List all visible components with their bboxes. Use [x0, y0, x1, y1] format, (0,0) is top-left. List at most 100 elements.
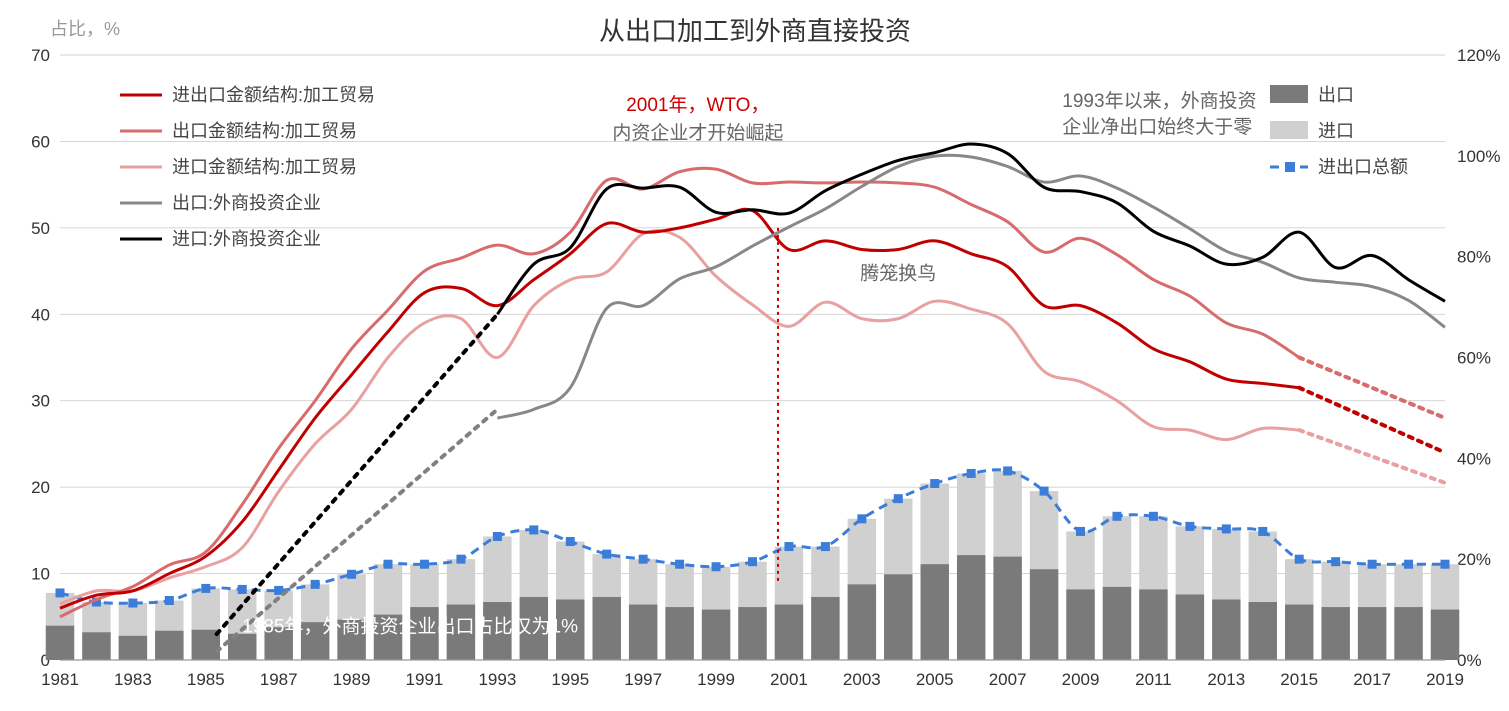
- svg-text:50: 50: [31, 219, 50, 238]
- bar-export: [884, 574, 912, 660]
- legend-item: 进口金额结构:加工贸易: [172, 157, 357, 177]
- svg-text:1997: 1997: [624, 670, 662, 689]
- line-total-trade-marker: [821, 542, 830, 551]
- svg-text:70: 70: [31, 46, 50, 65]
- bar-export: [1249, 602, 1277, 660]
- bar-export: [921, 564, 949, 660]
- svg-text:10: 10: [31, 565, 50, 584]
- svg-text:1993: 1993: [478, 670, 516, 689]
- line-total-trade-marker: [420, 560, 429, 569]
- line-total-trade-marker: [201, 584, 210, 593]
- svg-text:1989: 1989: [333, 670, 371, 689]
- annot-1993-2: 企业净出口始终大于零: [1062, 116, 1252, 138]
- legend-item: 出口:外商投资企业: [172, 193, 321, 213]
- svg-text:2007: 2007: [989, 670, 1027, 689]
- bar-export: [993, 557, 1021, 660]
- line-total-trade-marker: [311, 580, 320, 589]
- svg-text:1987: 1987: [260, 670, 298, 689]
- line-total-trade-marker: [56, 588, 65, 597]
- svg-text:2013: 2013: [1207, 670, 1245, 689]
- legend-item: 出口金额结构:加工贸易: [172, 121, 357, 141]
- svg-text:2017: 2017: [1353, 670, 1391, 689]
- svg-text:2015: 2015: [1280, 670, 1318, 689]
- svg-text:1991: 1991: [406, 670, 444, 689]
- line-total-trade-marker: [675, 560, 684, 569]
- svg-text:30: 30: [31, 392, 50, 411]
- line-total-trade-marker: [1003, 466, 1012, 475]
- line-total-trade-marker: [1112, 512, 1121, 521]
- svg-text:100%: 100%: [1457, 147, 1500, 166]
- svg-text:40%: 40%: [1457, 449, 1491, 468]
- annot-1985: 1985年，外商投资企业出口占比仅为1%: [242, 615, 578, 637]
- line-total-trade-marker: [1368, 560, 1377, 569]
- svg-text:2003: 2003: [843, 670, 881, 689]
- bar-export: [1321, 607, 1349, 660]
- bar-export: [738, 607, 766, 660]
- svg-text:2019: 2019: [1426, 670, 1464, 689]
- bar-export: [1030, 569, 1058, 660]
- annot-wto-2: 内资企业才开始崛起: [612, 122, 783, 144]
- bar-export: [46, 626, 74, 660]
- line-total-trade-marker: [1149, 512, 1158, 521]
- svg-text:1985: 1985: [187, 670, 225, 689]
- svg-text:80%: 80%: [1457, 248, 1491, 267]
- svg-text:占比，%: 占比，%: [50, 19, 120, 39]
- bar-export: [1431, 610, 1459, 660]
- svg-text:2011: 2011: [1135, 670, 1172, 689]
- line-total-trade-marker: [857, 514, 866, 523]
- line-imp-fie: [497, 144, 1445, 314]
- svg-text:1981: 1981: [41, 670, 79, 689]
- svg-text:2001: 2001: [770, 670, 808, 689]
- line-total-trade-marker: [347, 570, 356, 579]
- bar-export: [957, 555, 985, 660]
- bar-export: [1103, 587, 1131, 660]
- line-total-trade-marker: [529, 525, 538, 534]
- svg-text:40: 40: [31, 305, 50, 324]
- chart-title: 从出口加工到外商直接投资: [599, 16, 911, 46]
- bar-export: [82, 632, 110, 660]
- line-total-trade-marker: [493, 532, 502, 541]
- svg-text:0%: 0%: [1457, 651, 1482, 670]
- bar-export: [848, 584, 876, 660]
- annot-tenglong: 腾笼换鸟: [860, 263, 936, 285]
- bar-export: [155, 631, 183, 660]
- line-total-trade-marker: [748, 557, 757, 566]
- line-total-trade-marker: [1295, 555, 1304, 564]
- svg-text:2009: 2009: [1062, 670, 1100, 689]
- legend-left: 进出口金额结构:加工贸易出口金额结构:加工贸易进口金额结构:加工贸易出口:外商投…: [120, 85, 375, 249]
- line-total-trade-marker: [238, 585, 247, 594]
- bar-export: [811, 597, 839, 660]
- legend-item: 出口: [1318, 85, 1354, 105]
- bar-export: [119, 636, 147, 660]
- dotted-ext-exp_proc: [1299, 358, 1445, 419]
- line-total-trade-marker: [1185, 522, 1194, 531]
- bar-export: [1285, 605, 1313, 660]
- bar-export: [1176, 594, 1204, 660]
- bar-export: [1394, 607, 1422, 660]
- bar-export: [665, 607, 693, 660]
- line-total-trade-marker: [1076, 527, 1085, 536]
- line-total-trade-marker: [930, 479, 939, 488]
- legend-item: 进出口金额结构:加工贸易: [172, 85, 375, 105]
- dotted-ext-imp_proc: [1299, 430, 1445, 483]
- svg-text:60%: 60%: [1457, 349, 1491, 368]
- legend-item: 进出口总额: [1318, 157, 1408, 177]
- line-total-trade-marker: [894, 494, 903, 503]
- line-total-trade-marker: [1258, 527, 1267, 536]
- bar-export: [1212, 600, 1240, 661]
- line-total-trade-marker: [1331, 557, 1340, 566]
- svg-text:120%: 120%: [1457, 46, 1500, 65]
- dotted-ext-ie_proc: [1299, 388, 1445, 453]
- line-total-trade-marker: [1222, 524, 1231, 533]
- bar-export: [1358, 607, 1386, 660]
- line-exp-fie: [497, 155, 1445, 418]
- line-total-trade-marker: [602, 550, 611, 559]
- bar-export: [1066, 589, 1094, 660]
- bar-export: [775, 605, 803, 660]
- line-total-trade-marker: [784, 542, 793, 551]
- line-total-trade-marker: [456, 555, 465, 564]
- annot-1993-1: 1993年以来，外商投资: [1062, 90, 1256, 112]
- bar-export: [629, 605, 657, 660]
- svg-text:20%: 20%: [1457, 550, 1491, 569]
- legend-item: 进口: [1318, 121, 1354, 141]
